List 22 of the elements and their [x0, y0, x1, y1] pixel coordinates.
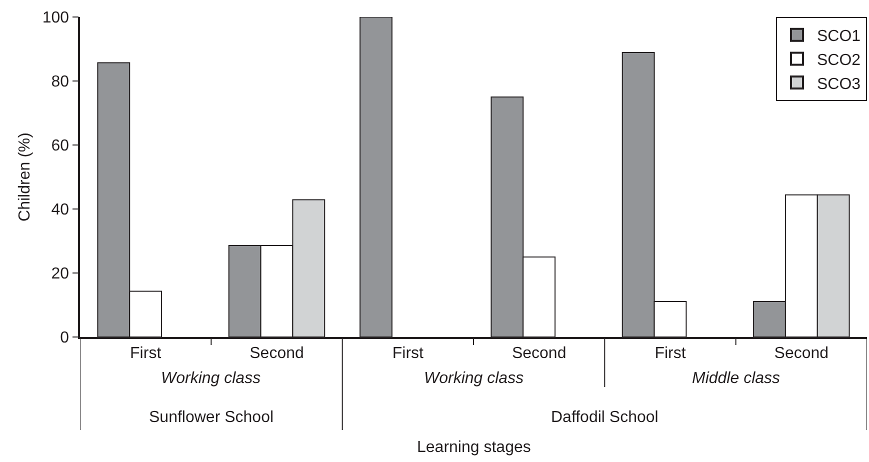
text: Working class	[424, 370, 524, 387]
x-tick-label: Second	[250, 344, 304, 362]
text: Daffodil School	[551, 409, 658, 426]
text: Middle class	[692, 370, 780, 387]
y-tick-label: 60	[51, 138, 70, 155]
x-tick-label: Second	[512, 344, 566, 362]
y-tick-label: 100	[42, 10, 70, 27]
y-tick-label: 0	[60, 330, 70, 347]
x-tick-label: First	[130, 344, 162, 362]
x-tick-label: Second	[774, 344, 829, 362]
x-tick-label: First	[654, 344, 686, 362]
y-axis-title: Children (%)	[16, 132, 34, 222]
y-tick-label: 80	[51, 74, 70, 91]
y-tick-label: 20	[51, 266, 70, 283]
legend-label: SCO1	[817, 28, 861, 46]
legend-label: SCO3	[817, 76, 861, 93]
x-axis-title: Learning stages	[417, 439, 531, 456]
x-tick-label: First	[392, 344, 424, 362]
text: Sunflower School	[149, 409, 274, 426]
y-tick-label: 40	[51, 202, 70, 219]
text: Working class	[161, 370, 261, 387]
legend-label: SCO2	[817, 52, 861, 69]
